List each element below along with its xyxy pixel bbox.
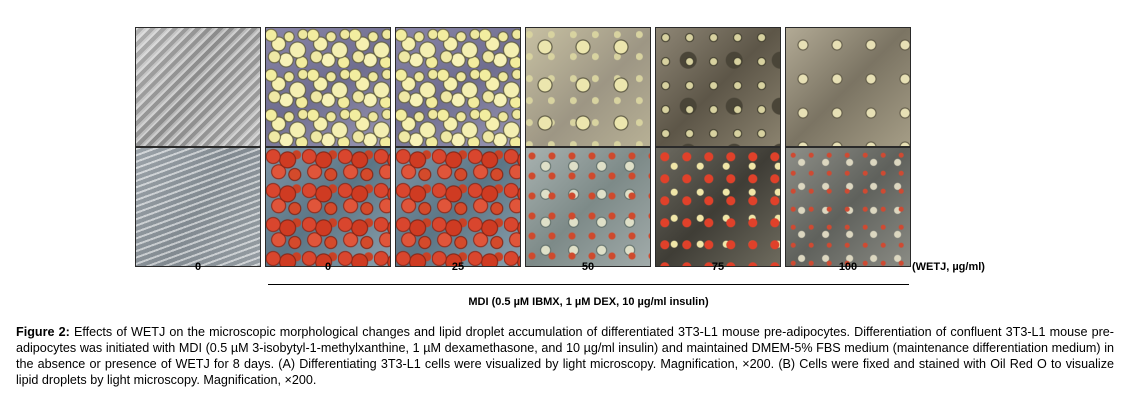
mdi-bracket-line (268, 284, 909, 285)
concentration-label: 0 (324, 261, 332, 273)
oil-red-o-mdi-wetj-50 (525, 147, 651, 267)
oil-red-o-mdi-wetj-100 (785, 147, 911, 267)
oil-red-o-control (135, 147, 261, 267)
micrograph-mdi (265, 27, 391, 147)
concentration-label: 50 (581, 261, 595, 273)
micrograph-control (135, 27, 261, 147)
concentration-label: 100 (838, 261, 858, 273)
micrograph-mdi-wetj-25 (395, 27, 521, 147)
figure-caption: Figure 2: Effects of WETJ on the microsc… (16, 324, 1114, 388)
micrograph-mdi-wetj-50 (525, 27, 651, 147)
micrograph-mdi-wetj-100 (785, 27, 911, 147)
oil-red-o-mdi-wetj-75 (655, 147, 781, 267)
micrograph-mdi-wetj-75 (655, 27, 781, 147)
concentration-label: 25 (451, 261, 465, 273)
oil-red-o-mdi-wetj-25 (395, 147, 521, 267)
caption-text: Effects of WETJ on the microscopic morph… (16, 325, 1114, 387)
concentration-unit: (WETJ, µg/ml) (912, 261, 985, 273)
mdi-label: MDI (0.5 µM IBMX, 1 µM DEX, 10 µg/ml ins… (468, 296, 709, 308)
figure-number: Figure 2: (16, 325, 70, 339)
concentration-label: 0 (194, 261, 202, 273)
oil-red-o-mdi (265, 147, 391, 267)
concentration-label: 75 (711, 261, 725, 273)
